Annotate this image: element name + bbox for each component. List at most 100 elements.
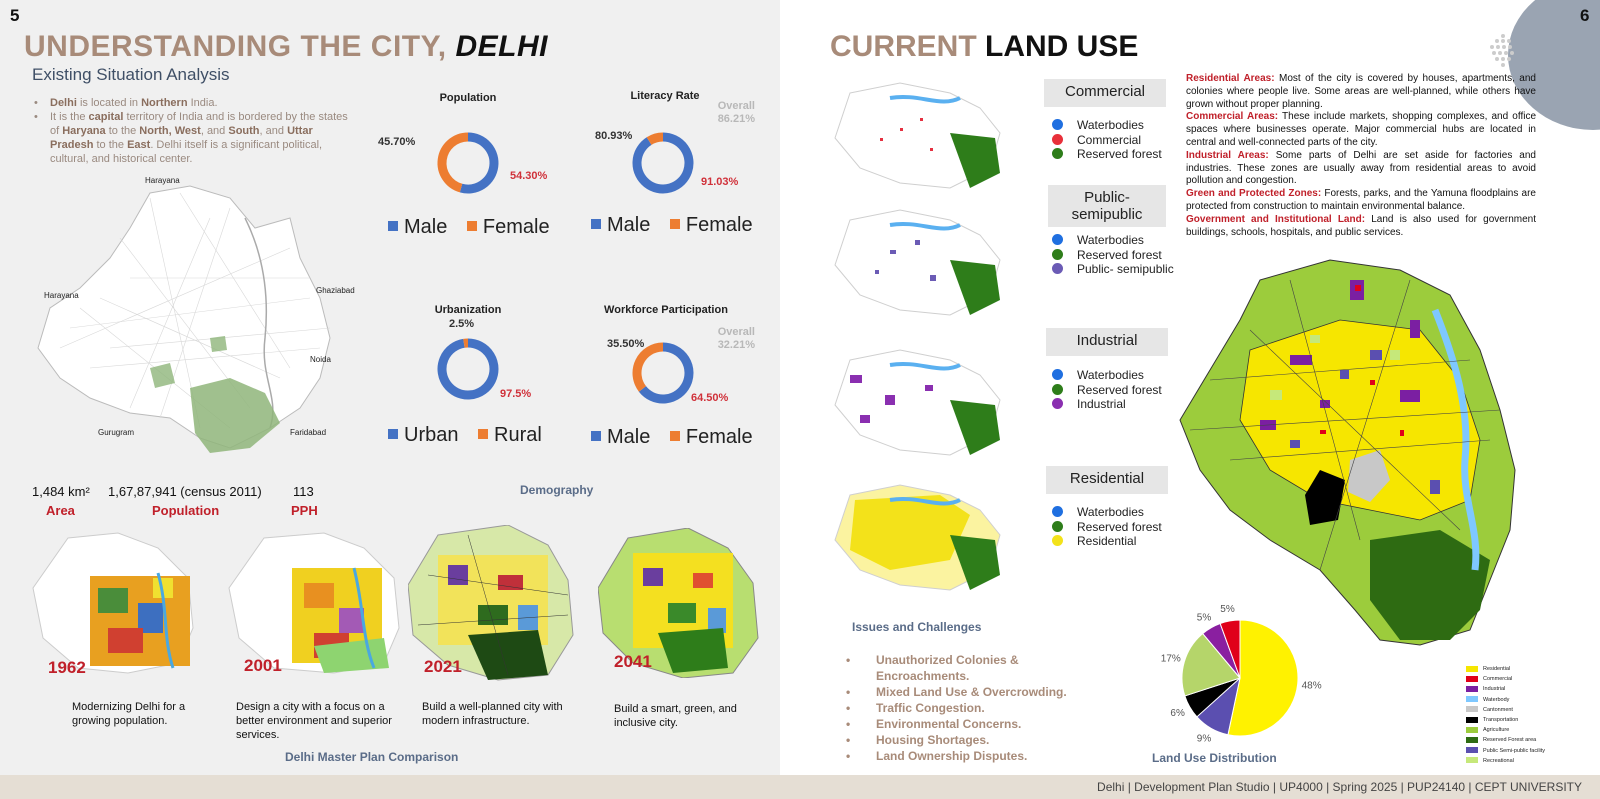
map-legend-item: Agriculture: [1466, 725, 1545, 735]
donut-overall: Overall 86.21%: [705, 100, 755, 126]
pie-label: 48%: [1302, 680, 1322, 691]
legend-swatch: [466, 221, 477, 232]
title-part2: DELHI: [455, 30, 548, 63]
page-number-left: 5: [10, 6, 20, 25]
legend-label: Female: [685, 426, 753, 448]
map-legend-item: Residential: [1466, 664, 1545, 674]
land-use-map-legend: Residential Commercial Industrial Waterb…: [1466, 664, 1545, 766]
mini-map-commercial: [830, 78, 1030, 193]
donut-pct-main: 64.50%: [691, 392, 729, 404]
legend-label: Female: [685, 214, 753, 236]
legend-item: Reserved forest: [1052, 520, 1162, 535]
legend-label: Reserved forest: [1077, 382, 1162, 397]
dots-logo-icon: [1488, 32, 1518, 68]
donut-workforce: Workforce Participation Overall 32.21% 3…: [591, 304, 775, 494]
left-page: 5 UNDERSTANDING THE CITY, DELHI Existing…: [0, 0, 780, 775]
mini-map-industrial: [830, 345, 1030, 460]
pie-slice: [1219, 619, 1241, 679]
stat-value: 113: [293, 484, 314, 499]
legend-dot: [1052, 234, 1063, 246]
map-legend-item: Public Semi-public facility: [1466, 746, 1545, 756]
stat-area: 1,484 km² Area: [32, 484, 90, 518]
bullet-text: East: [127, 139, 151, 151]
page-title-left: UNDERSTANDING THE CITY, DELHI: [24, 30, 548, 64]
legend-label: Residential: [1077, 534, 1137, 548]
intro-bullets: Delhi is located in Northern India. It i…: [32, 96, 352, 166]
legend-swatch: [1466, 665, 1478, 672]
desc-commercial: Commercial Areas: These include markets,…: [1186, 111, 1536, 149]
map-label-west: Harayana: [44, 291, 79, 300]
legend-swatch: [388, 221, 398, 232]
legend-label: Reserved forest: [1077, 147, 1162, 161]
desc-text: These include markets, shopping complexe…: [1186, 111, 1536, 148]
legend-label: Urban: [404, 424, 459, 446]
legend-label: Public- semipublic: [1077, 262, 1174, 276]
donut-segment-main: [638, 342, 694, 404]
legend-swatch: [669, 431, 680, 442]
legend-swatch: [1466, 675, 1478, 682]
legend-dot: [1052, 148, 1063, 160]
map-legend-item: Reserved Forest area: [1466, 735, 1545, 745]
land-use-map-graphic: [1179, 259, 1516, 646]
title-part1: CURRENT: [830, 30, 977, 63]
footer-text: Delhi | Development Plan Studio | UP4000…: [1097, 780, 1582, 794]
map-legend-item: Cantonment: [1466, 705, 1545, 715]
legend-item: Female: [669, 214, 753, 236]
bullet-borders: It is the capital territory of India and…: [32, 110, 352, 166]
land-use-map: [1170, 240, 1540, 660]
legend-swatch: [1466, 716, 1478, 723]
category-line-1: Public-: [1084, 189, 1130, 206]
bullet-text: , and: [259, 125, 288, 137]
plan-year: 2041: [614, 652, 652, 671]
stat-value: 1,67,87,941 (census 2011): [108, 484, 262, 499]
legend-item: Rural: [478, 424, 542, 446]
page-number-right: 6: [1580, 6, 1590, 25]
desc-head: Residential Areas:: [1186, 73, 1275, 84]
bullet-text: , and: [200, 125, 229, 137]
legend-item: Waterbodies: [1052, 233, 1174, 248]
legend-item: Male: [388, 216, 447, 238]
donut-overall: Overall 32.21%: [705, 326, 755, 352]
bullet-text: It is the: [50, 111, 89, 123]
bullet-text: Uttar Pradesh: [50, 125, 313, 151]
legend-label: Industrial: [1483, 686, 1506, 693]
pie-label: 5%: [1197, 612, 1212, 623]
legend-item: Reserved forest: [1052, 248, 1174, 263]
overall-value: 32.21%: [717, 339, 755, 351]
overall-value: 86.21%: [717, 113, 755, 125]
legend-label: Residential: [1483, 666, 1511, 672]
plan-desc-1962: Modernizing Delhi for a growing populati…: [72, 701, 186, 727]
legend-swatch: [1466, 736, 1478, 743]
map-label-north: Harayana: [145, 176, 180, 185]
donut-pct-minor: 2.5%: [449, 318, 475, 330]
legend-item: Male: [591, 214, 650, 236]
plan-map-graphic: [407, 524, 574, 681]
map-legend-item: Commercial: [1466, 674, 1545, 684]
legend-dot: [1052, 263, 1063, 275]
plan-desc-2001: Design a city with a focus on a better e…: [236, 701, 392, 741]
legend-dot: [1052, 133, 1063, 145]
issue-item: Environmental Concerns.: [846, 716, 1086, 732]
legend-dot: [1052, 383, 1063, 395]
donut-chart: [437, 132, 499, 194]
donut-pct-minor: 80.93%: [595, 130, 633, 142]
issues-list: Unauthorized Colonies & Encroachments. M…: [846, 652, 1086, 764]
legend-swatch: [1466, 696, 1478, 703]
stat-pph: 113 PPH: [291, 484, 318, 518]
bullet-text: Delhi: [50, 97, 77, 109]
category-industrial: Industrial: [1046, 328, 1168, 356]
map-label-ghaziabad: Ghaziabad: [316, 286, 355, 295]
delhi-context-map: Harayana Harayana Ghaziabad Noida Gurugr…: [30, 176, 360, 468]
bullet-location: Delhi is located in Northern India.: [32, 96, 352, 110]
legend-dot: [1052, 535, 1063, 547]
desc-industrial: Industrial Areas: Some parts of Delhi ar…: [1186, 150, 1536, 188]
legend-item: Industrial: [1052, 397, 1162, 412]
stat-label: Area: [46, 503, 75, 518]
desc-government: Government and Institutional Land: Land …: [1186, 214, 1536, 240]
donut-segment-main: [437, 338, 499, 400]
mini-map-graphic: [834, 484, 1001, 591]
donut-segment-minor: [646, 132, 664, 145]
pie-label: 6%: [1170, 708, 1185, 719]
donut-segment-main: [632, 132, 694, 194]
donut-legend: Male Female: [591, 214, 767, 237]
